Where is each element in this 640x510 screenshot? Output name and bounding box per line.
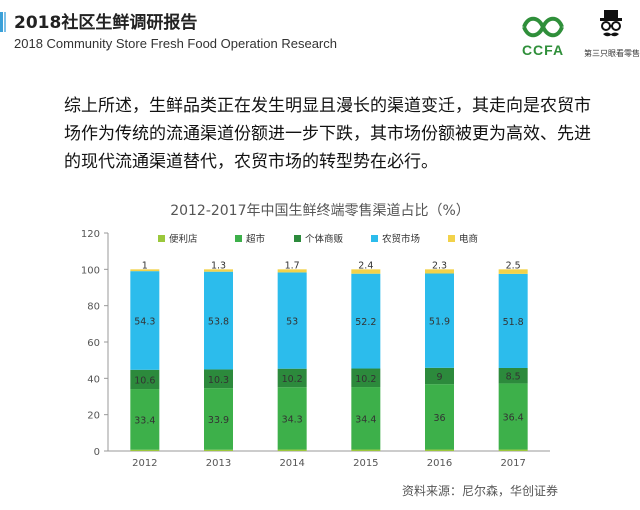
ccfa-logo: CCFA	[512, 14, 574, 58]
bar-segment	[277, 269, 307, 273]
bar-data-label: 2.3	[432, 260, 447, 271]
bar-segment	[277, 368, 307, 388]
legend-label: 超市	[246, 233, 266, 245]
bar-segment	[498, 367, 528, 384]
bar-data-label: 51.8	[503, 317, 524, 328]
bar-segment	[130, 369, 160, 390]
bar-data-label: 34.4	[355, 414, 376, 425]
bar-data-label: 51.9	[429, 317, 450, 328]
bar-segment	[204, 271, 233, 370]
legend-label: 便利店	[169, 233, 198, 245]
bar-data-label: 1.3	[211, 260, 226, 271]
chart-title: 2012-2017年中国生鲜终端零售渠道占比（%）	[170, 203, 470, 219]
x-tick-label: 2012	[132, 458, 157, 469]
bar-data-label: 34.3	[282, 414, 303, 425]
chart-legend: 便利店 超市 个体商贩 农贸市场 电商	[158, 233, 478, 245]
bar-segment	[351, 449, 381, 451]
header-accent-bar	[0, 12, 3, 32]
report-header: 2018社区生鲜调研报告 2018 Community Store Fresh …	[0, 0, 640, 70]
x-tick-label: 2014	[279, 458, 304, 469]
header-accent-bar-light	[4, 12, 6, 32]
bar-data-label: 33.9	[208, 415, 229, 426]
legend-label: 电商	[459, 233, 478, 245]
bar-segment	[425, 269, 454, 274]
bar-data-label: 1	[142, 260, 148, 271]
bar-segment	[204, 449, 233, 451]
y-tick-label: 120	[81, 229, 100, 240]
bar-segment	[425, 273, 454, 368]
third-eye-logo: 第三只眼看零售	[584, 8, 640, 66]
bar-segment	[130, 389, 160, 450]
bar-segment	[277, 387, 307, 450]
bar-data-label: 10.3	[208, 375, 229, 386]
bar-data-label: 33.4	[134, 415, 155, 426]
y-tick-label: 20	[87, 411, 100, 422]
bar-data-label: 36	[433, 413, 445, 424]
x-tick-label: 2015	[353, 458, 378, 469]
bar-segment	[351, 269, 381, 274]
bar-data-label: 10.2	[355, 374, 376, 385]
bar-segment	[425, 367, 454, 385]
bar-segment	[425, 384, 454, 450]
bar-segment	[425, 449, 454, 451]
legend-swatch	[294, 235, 301, 242]
bar-segment	[498, 269, 528, 274]
bar-segment	[130, 449, 160, 451]
channel-share-chart: 2012-2017年中国生鲜终端零售渠道占比（%） 便利店 超市 个体商贩 农贸市场 电…	[81, 203, 550, 469]
report-title-en: 2018 Community Store Fresh Food Operatio…	[14, 36, 337, 51]
bar-data-label: 53.8	[208, 317, 229, 328]
bar-data-label: 52.2	[355, 317, 376, 328]
bar-data-label: 8.5	[506, 372, 521, 383]
legend-swatch	[448, 235, 455, 242]
bar-segment	[204, 388, 233, 450]
bar-data-label: 1.7	[285, 260, 300, 271]
legend-label: 农贸市场	[382, 233, 420, 245]
bar-data-label: 36.4	[503, 412, 524, 423]
chart-bars: 0.733.410.654.310.733.910.353.81.30.834.…	[130, 260, 528, 451]
bar-segment	[277, 272, 307, 369]
bar-data-label: 54.3	[134, 316, 155, 327]
bar-segment	[498, 273, 528, 368]
bar-data-label: 2.5	[506, 260, 521, 271]
legend-swatch	[158, 235, 165, 242]
bar-segment	[351, 387, 381, 450]
chart-axes: 0 20 40 60 80 100 120 2012 2013 2014 2015 2016 2017	[81, 229, 550, 469]
x-tick-label: 2013	[206, 458, 231, 469]
bar-data-label: 10.6	[134, 375, 155, 386]
legend-label: 个体商贩	[305, 233, 344, 245]
source-note: 资料来源：尼尔森，华创证券	[402, 484, 559, 498]
bar-data-label: 9	[436, 372, 442, 383]
x-tick-label: 2017	[500, 458, 525, 469]
intro-paragraph: 综上所述，生鲜品类正在发生明显且漫长的渠道变迁，其走向是农贸市场作为传统的流通渠…	[64, 96, 591, 172]
y-tick-label: 0	[94, 447, 100, 458]
bar-data-label: 2.4	[358, 260, 373, 271]
third-eye-logo-text: 第三只眼看零售	[584, 49, 640, 58]
legend-swatch	[235, 235, 242, 242]
report-title-cn: 2018社区生鲜调研报告	[14, 13, 198, 33]
y-tick-label: 40	[87, 374, 100, 385]
bar-segment	[277, 449, 307, 451]
ccfa-logo-mark-icon	[522, 16, 564, 38]
legend-swatch	[371, 235, 378, 242]
ccfa-logo-text: CCFA	[521, 42, 565, 58]
y-tick-label: 80	[87, 302, 100, 313]
bar-segment	[204, 269, 233, 272]
bar-segment	[498, 383, 528, 450]
bar-segment	[130, 269, 160, 272]
bar-segment	[204, 369, 233, 389]
y-tick-label: 100	[81, 265, 100, 276]
bar-data-label: 53	[286, 317, 298, 328]
bar-segment	[130, 271, 160, 370]
x-tick-label: 2016	[427, 458, 452, 469]
bar-segment	[498, 449, 528, 451]
hat-glasses-mustache-icon	[600, 10, 622, 37]
bar-data-label: 10.2	[282, 374, 303, 385]
bar-segment	[351, 273, 381, 369]
y-tick-label: 60	[87, 338, 100, 349]
bar-segment	[351, 368, 381, 388]
